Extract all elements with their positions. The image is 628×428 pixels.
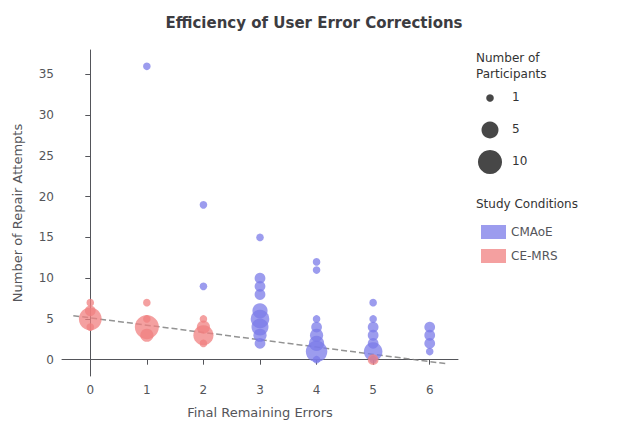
svg-text:5: 5 xyxy=(512,122,520,136)
svg-text:25: 25 xyxy=(39,149,54,163)
svg-text:Number of: Number of xyxy=(476,51,540,65)
svg-text:0: 0 xyxy=(46,353,54,367)
svg-text:1: 1 xyxy=(143,383,151,397)
svg-text:0: 0 xyxy=(86,383,94,397)
svg-text:1: 1 xyxy=(512,90,520,104)
svg-text:15: 15 xyxy=(39,230,54,244)
svg-text:Final Remaining Errors: Final Remaining Errors xyxy=(187,405,333,420)
svg-text:20: 20 xyxy=(39,190,54,204)
svg-text:Participants: Participants xyxy=(476,67,547,81)
svg-text:Number of Repair Attempts: Number of Repair Attempts xyxy=(10,124,25,303)
svg-text:10: 10 xyxy=(512,154,527,168)
svg-text:2: 2 xyxy=(200,383,208,397)
svg-text:10: 10 xyxy=(39,271,54,285)
svg-text:CMAoE: CMAoE xyxy=(511,225,553,239)
svg-text:5: 5 xyxy=(46,312,54,326)
svg-text:4: 4 xyxy=(313,383,321,397)
svg-text:35: 35 xyxy=(39,67,54,81)
svg-text:CE-MRS: CE-MRS xyxy=(511,249,558,263)
svg-text:5: 5 xyxy=(369,383,377,397)
svg-text:Efficiency of User Error Corre: Efficiency of User Error Corrections xyxy=(165,14,462,32)
svg-text:Study Conditions: Study Conditions xyxy=(476,197,578,211)
svg-text:6: 6 xyxy=(426,383,434,397)
svg-text:30: 30 xyxy=(39,108,54,122)
svg-text:3: 3 xyxy=(256,383,264,397)
